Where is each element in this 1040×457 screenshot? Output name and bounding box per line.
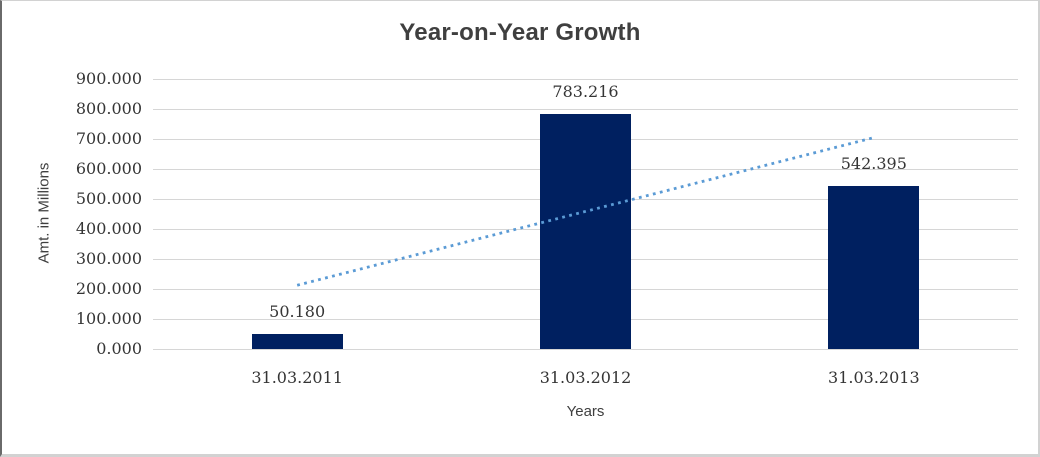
y-tick-label: 400.000	[75, 219, 142, 238]
bar-value-label: 783.216	[552, 82, 619, 102]
y-tick-label: 200.000	[75, 279, 142, 298]
gridline	[153, 78, 1018, 80]
gridline	[153, 348, 1018, 350]
bar	[540, 114, 631, 349]
y-tick-label: 100.000	[75, 309, 142, 328]
y-tick-label: 300.000	[75, 249, 142, 268]
y-tick-label: 800.000	[75, 99, 142, 118]
y-tick-label: 0.000	[96, 339, 142, 358]
y-tick-label: 600.000	[75, 159, 142, 178]
chart-title: Year-on-Year Growth	[399, 19, 641, 46]
gridline	[153, 108, 1018, 110]
y-tick-label: 500.000	[75, 189, 142, 208]
bar-value-label: 542.395	[840, 154, 907, 174]
bar-value-label: 50.180	[269, 301, 326, 321]
x-tick-label: 31.03.2012	[539, 368, 632, 387]
x-tick-label: 31.03.2011	[251, 368, 343, 387]
x-tick-label: 31.03.2013	[828, 368, 920, 387]
x-axis-title: Years	[566, 403, 605, 420]
y-tick-label: 700.000	[75, 129, 142, 148]
y-tick-label: 900.000	[75, 69, 142, 88]
bar	[251, 333, 343, 349]
bar	[828, 186, 920, 349]
